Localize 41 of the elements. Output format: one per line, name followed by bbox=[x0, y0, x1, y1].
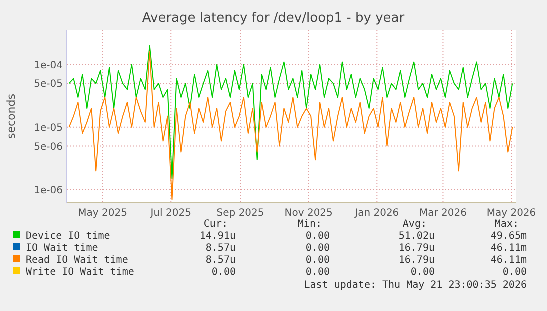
legend-label: IO Wait time bbox=[26, 243, 98, 254]
x-tick-label: Sep 2025 bbox=[216, 208, 264, 219]
text: 8.57u bbox=[206, 255, 236, 266]
line-series bbox=[68, 45, 514, 180]
y-tick-label: 1e-06 bbox=[34, 186, 63, 197]
text: Avg: bbox=[402, 219, 427, 230]
legend-label: Read IO Wait time bbox=[26, 255, 128, 266]
legend-label: Write IO Wait time bbox=[26, 267, 134, 278]
x-tick-label: Jul 2025 bbox=[150, 208, 192, 219]
text: 14.91u bbox=[200, 231, 236, 242]
text: 0.00 bbox=[306, 255, 330, 266]
text: Min: bbox=[298, 219, 322, 230]
text: Max: bbox=[494, 219, 519, 230]
text: Cur: bbox=[204, 219, 228, 230]
text: 49.65m bbox=[490, 231, 527, 242]
text: 16.79u bbox=[398, 243, 435, 254]
text: 46.11m bbox=[490, 255, 527, 266]
text: Last update: Thu May 21 23:00:35 2026 bbox=[304, 280, 527, 291]
text: 51.02u bbox=[398, 231, 435, 242]
x-tick-label: Mar 2026 bbox=[419, 208, 467, 219]
y-tick-label: 5e-06 bbox=[34, 142, 63, 153]
x-tick-label: May 2025 bbox=[78, 208, 128, 219]
x-tick-label: May 2026 bbox=[486, 208, 536, 219]
line-series bbox=[68, 52, 514, 200]
text: 0.00 bbox=[410, 267, 435, 278]
legend-label: Device IO time bbox=[26, 231, 110, 242]
y-axis-title: seconds bbox=[5, 94, 18, 139]
y-tick-label: 1e-05 bbox=[34, 122, 63, 134]
text: 0.00 bbox=[306, 243, 330, 254]
text: 46.11m bbox=[490, 243, 527, 254]
y-tick-label: 1e-04 bbox=[34, 60, 63, 72]
x-tick-label: Nov 2025 bbox=[284, 208, 333, 219]
text: 16.79u bbox=[398, 255, 435, 266]
text: 8.57u bbox=[206, 243, 236, 254]
x-tick-label: Jan 2026 bbox=[354, 208, 400, 219]
text: 0.00 bbox=[306, 267, 330, 278]
text: 0.00 bbox=[212, 267, 236, 278]
chart-title: Average latency for /dev/loop1 - by year bbox=[142, 11, 406, 26]
text: 0.00 bbox=[306, 231, 330, 242]
y-tick-label: 5e-05 bbox=[34, 79, 63, 90]
text: 0.00 bbox=[502, 267, 527, 278]
